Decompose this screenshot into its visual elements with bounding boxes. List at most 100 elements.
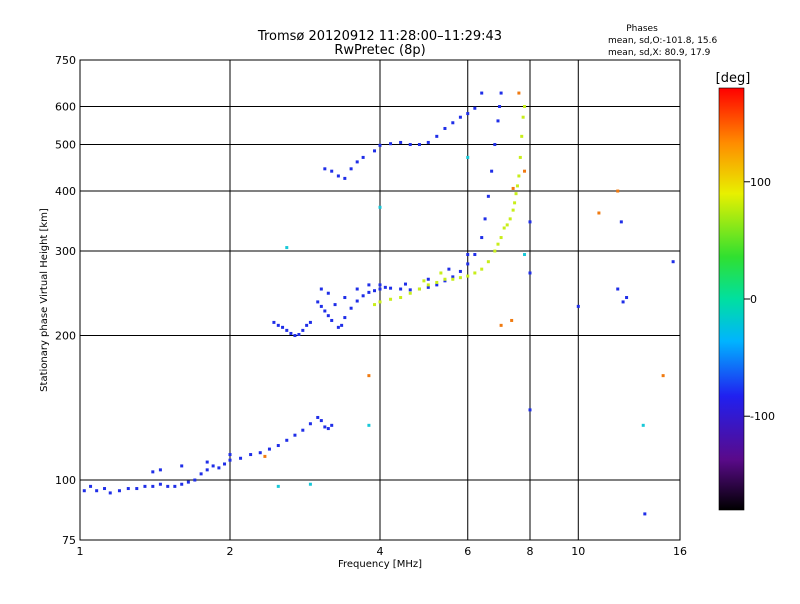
data-point bbox=[158, 468, 162, 472]
data-point bbox=[528, 408, 532, 412]
data-point bbox=[228, 453, 232, 457]
data-point bbox=[378, 143, 382, 147]
data-point bbox=[426, 140, 430, 144]
data-point bbox=[403, 282, 407, 286]
data-point bbox=[643, 512, 647, 516]
x-tick-label: 8 bbox=[527, 545, 534, 558]
data-point bbox=[451, 277, 455, 281]
data-point bbox=[336, 325, 340, 329]
data-point bbox=[523, 169, 527, 173]
data-point bbox=[367, 423, 371, 427]
data-point bbox=[443, 277, 447, 281]
data-point bbox=[186, 480, 190, 484]
data-point bbox=[319, 287, 323, 291]
data-point bbox=[510, 318, 514, 322]
data-point bbox=[498, 105, 502, 109]
data-point bbox=[308, 320, 312, 324]
phase-stats-o-line: mean, sd,O:-101.8, 15.6 bbox=[608, 36, 718, 46]
data-point bbox=[126, 487, 130, 491]
data-point bbox=[308, 482, 312, 486]
x-tick-label: 16 bbox=[673, 545, 687, 558]
data-point bbox=[301, 428, 305, 432]
data-point bbox=[223, 462, 227, 466]
data-point bbox=[399, 287, 403, 291]
x-tick-label: 10 bbox=[571, 545, 585, 558]
data-point bbox=[343, 296, 347, 300]
data-point bbox=[323, 425, 327, 429]
data-point bbox=[502, 226, 506, 230]
colorbar-tick-label: 0 bbox=[750, 293, 757, 306]
data-point bbox=[319, 304, 323, 308]
y-axis-label: Stationary phase Virtual Height [km] bbox=[39, 208, 50, 392]
data-point bbox=[249, 453, 253, 457]
data-point bbox=[301, 328, 305, 332]
data-point bbox=[199, 472, 203, 476]
data-point bbox=[511, 208, 515, 212]
data-point bbox=[349, 167, 353, 171]
x-tick-label: 1 bbox=[77, 545, 84, 558]
data-point bbox=[486, 194, 490, 198]
phase-stats-x-line: mean, sd,X: 80.9, 17.9 bbox=[608, 48, 711, 58]
data-point bbox=[305, 323, 309, 327]
series-group bbox=[373, 105, 527, 307]
data-point bbox=[108, 491, 112, 495]
data-point bbox=[451, 121, 455, 125]
data-point bbox=[389, 142, 393, 146]
x-tick-label: 6 bbox=[464, 545, 471, 558]
data-point bbox=[523, 105, 527, 109]
series-group bbox=[82, 91, 675, 516]
data-point bbox=[82, 489, 86, 493]
data-point bbox=[426, 283, 430, 287]
y-tick-label: 100 bbox=[55, 474, 76, 487]
colorbar-label: [deg] bbox=[716, 71, 751, 86]
data-point bbox=[263, 454, 267, 458]
data-point bbox=[426, 277, 430, 281]
data-point bbox=[480, 236, 484, 240]
data-point bbox=[523, 253, 527, 257]
data-point bbox=[319, 419, 323, 423]
data-point bbox=[326, 291, 330, 295]
y-tick-label: 600 bbox=[55, 101, 76, 114]
data-points bbox=[82, 91, 675, 516]
data-point bbox=[597, 211, 601, 215]
y-tick-label: 750 bbox=[55, 54, 76, 67]
series-group bbox=[276, 155, 645, 488]
data-point bbox=[293, 334, 297, 338]
data-point bbox=[166, 484, 170, 488]
data-point bbox=[205, 460, 209, 464]
data-point bbox=[173, 484, 177, 488]
data-point bbox=[458, 115, 462, 119]
data-point bbox=[239, 456, 243, 460]
data-point bbox=[399, 296, 403, 300]
data-point bbox=[343, 316, 347, 320]
data-point bbox=[151, 484, 155, 488]
x-axis-ticks: 1 2 4 6 8 10 16 bbox=[77, 545, 688, 558]
data-point bbox=[408, 288, 412, 292]
x-axis-label: Frequency [MHz] bbox=[338, 559, 422, 570]
data-point bbox=[528, 271, 532, 275]
data-point bbox=[439, 271, 443, 275]
data-point bbox=[458, 276, 462, 280]
data-point bbox=[95, 489, 99, 493]
data-point bbox=[447, 267, 451, 271]
data-point bbox=[373, 289, 377, 293]
data-point bbox=[289, 331, 293, 335]
data-point bbox=[117, 489, 121, 493]
chart-title: Tromsø 20120912 11:28:00–11:29:43 bbox=[257, 29, 502, 44]
data-point bbox=[228, 458, 232, 462]
data-point bbox=[528, 220, 532, 224]
data-point bbox=[89, 484, 93, 488]
data-point bbox=[267, 447, 271, 451]
x-tick-label: 4 bbox=[377, 545, 384, 558]
data-point bbox=[308, 422, 312, 426]
data-point bbox=[330, 423, 334, 427]
data-point bbox=[576, 304, 580, 308]
data-point bbox=[355, 287, 359, 291]
data-point bbox=[451, 275, 455, 279]
data-point bbox=[616, 287, 620, 291]
data-point bbox=[514, 192, 518, 196]
data-point bbox=[399, 140, 403, 144]
data-point bbox=[367, 283, 371, 287]
data-point bbox=[180, 464, 184, 468]
data-point bbox=[499, 323, 503, 327]
